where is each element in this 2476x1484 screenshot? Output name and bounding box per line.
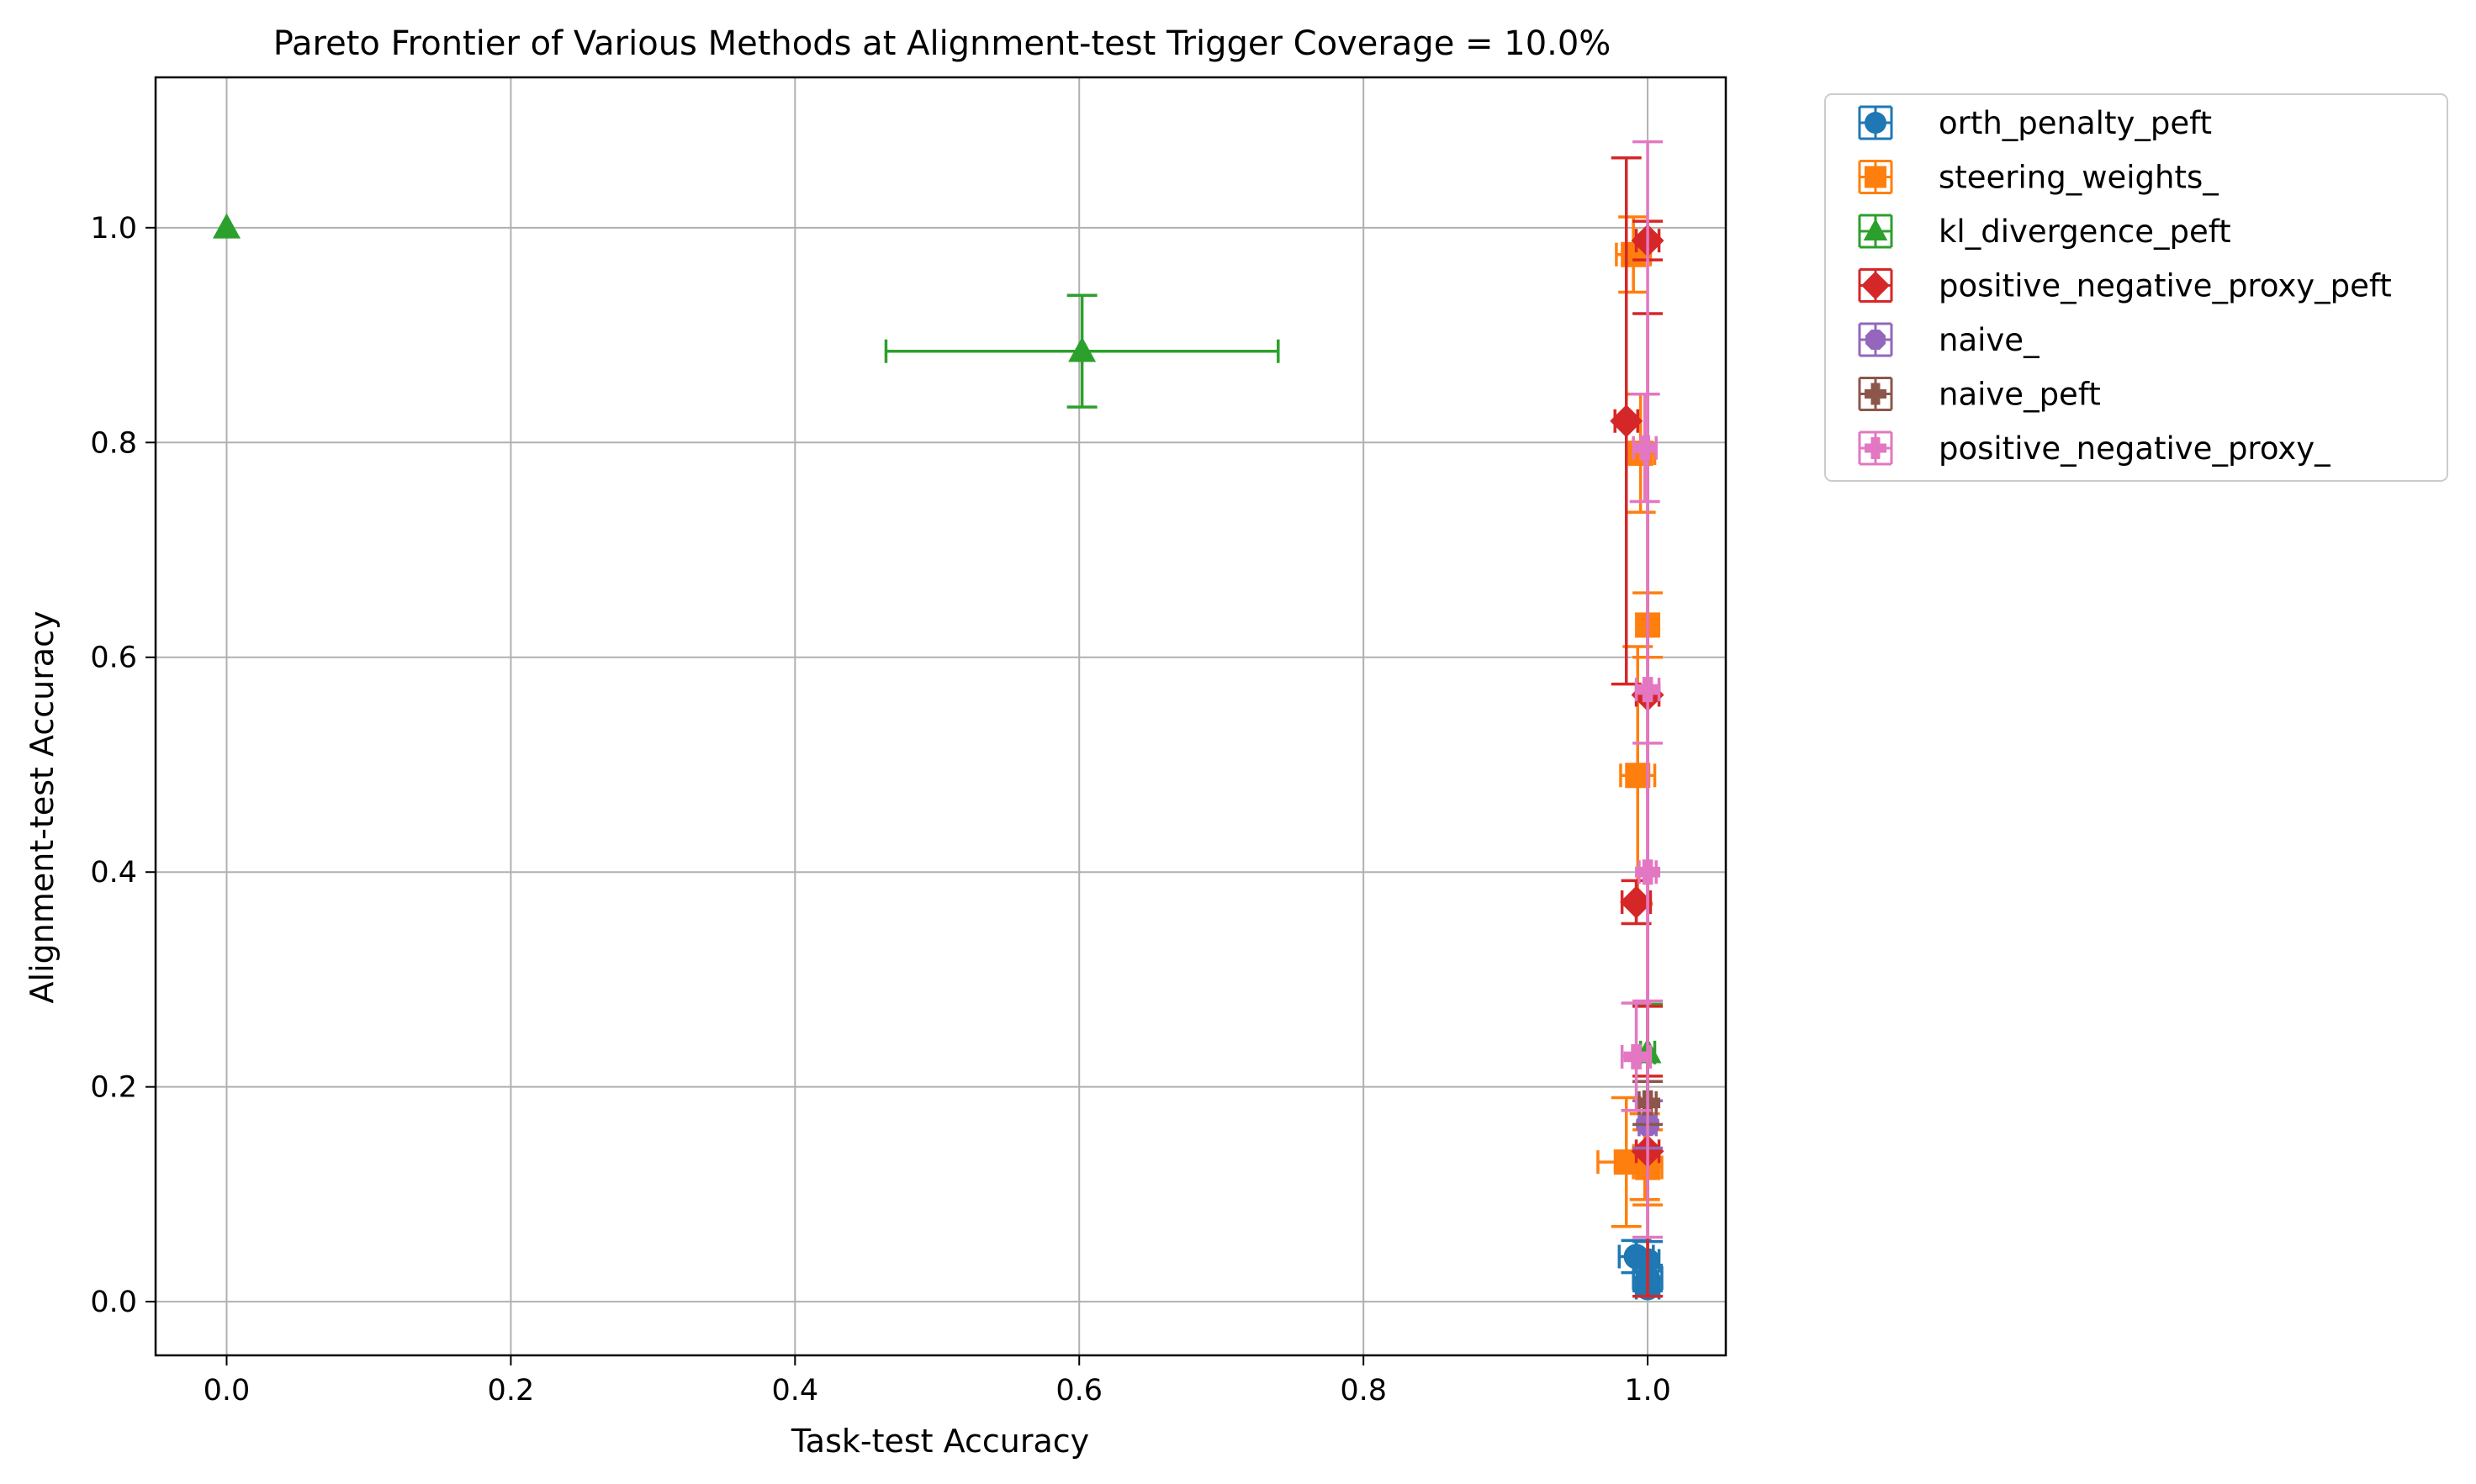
legend-marker — [1865, 437, 1886, 459]
legend-swatch-errorbar — [1858, 214, 1893, 249]
y-tick-label: 0.6 — [90, 642, 137, 675]
legend-marker — [1865, 112, 1886, 134]
legend-label: naive_ — [1939, 322, 2040, 358]
y-tick-label: 1.0 — [90, 212, 137, 246]
series-positive_negative_proxy_ — [1620, 140, 1664, 1239]
y-axis-label: Alignment-test Accuracy — [24, 611, 61, 1004]
y-tick-label: 0.8 — [90, 426, 137, 460]
data-point — [1610, 404, 1643, 438]
legend-marker — [1861, 271, 1890, 300]
grid-lines — [156, 77, 1726, 1355]
legend: orth_penalty_peft steering_weights_ kl_div… — [1824, 93, 2448, 482]
legend-frame — [1824, 93, 2448, 482]
chart-title: Pareto Frontier of Various Methods at Al… — [273, 24, 1611, 63]
y-tick-label: 0.4 — [90, 856, 137, 890]
data-point — [1068, 336, 1097, 362]
legend-label: orth_penalty_peft — [1939, 105, 2212, 141]
x-axis-label: Task-test Accuracy — [791, 1423, 1089, 1460]
series-orth_penalty_peft — [1617, 1238, 1664, 1301]
data-point — [1635, 859, 1661, 885]
legend-marker — [1865, 383, 1886, 405]
legend-label: positive_negative_proxy_ — [1939, 430, 2331, 467]
x-tick-label: 1.0 — [1624, 1374, 1671, 1407]
legend-label: positive_negative_proxy_peft — [1939, 268, 2392, 304]
axis-ticks: 0.0 0.2 0.4 0.6 0.8 1.0 0.0 0.2 0.4 0.6 0.8 1.0 — [90, 212, 1671, 1407]
legend-label: naive_peft — [1939, 377, 2101, 413]
x-tick-label: 0.0 — [204, 1374, 251, 1407]
x-tick-label: 0.6 — [1055, 1374, 1103, 1407]
legend-marker — [1865, 330, 1886, 350]
data-point — [1635, 677, 1661, 703]
y-tick-label: 0.2 — [90, 1071, 137, 1105]
x-tick-label: 0.4 — [771, 1374, 818, 1407]
y-tick-label: 0.0 — [90, 1286, 137, 1319]
legend-marker — [1865, 166, 1886, 188]
series-layer — [212, 140, 1664, 1301]
data-point — [1632, 435, 1658, 461]
legend-marker — [1863, 219, 1888, 241]
data-point — [212, 213, 241, 239]
data-point — [1623, 1043, 1649, 1069]
legend-label: steering_weights_ — [1939, 160, 2219, 196]
data-point — [1620, 885, 1653, 919]
plot-frame — [154, 76, 1727, 1357]
x-tick-label: 0.8 — [1340, 1374, 1387, 1407]
x-tick-label: 0.2 — [488, 1374, 535, 1407]
legend-label: kl_divergence_peft — [1939, 214, 2231, 250]
data-point — [1625, 763, 1651, 789]
